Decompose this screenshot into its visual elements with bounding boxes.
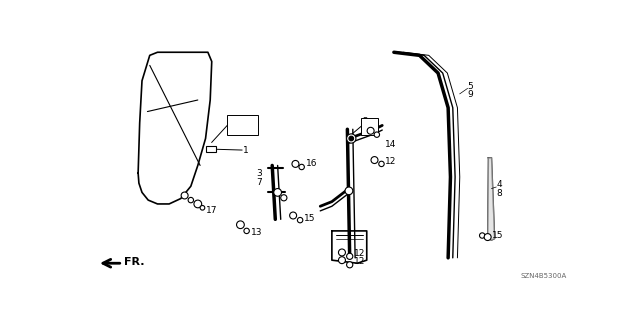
Text: 11: 11 [244, 125, 256, 134]
Circle shape [347, 253, 353, 260]
Circle shape [339, 257, 346, 264]
Text: 5: 5 [467, 82, 473, 91]
Circle shape [244, 228, 250, 234]
Circle shape [188, 197, 193, 203]
Text: 12: 12 [353, 257, 365, 266]
Circle shape [274, 188, 282, 196]
Text: 4: 4 [496, 180, 502, 189]
Circle shape [479, 233, 485, 238]
Circle shape [345, 187, 353, 195]
Circle shape [367, 127, 374, 134]
Text: 1: 1 [243, 146, 248, 155]
Circle shape [347, 134, 356, 143]
Circle shape [237, 221, 244, 228]
Text: 13: 13 [250, 228, 262, 237]
Text: 14: 14 [385, 140, 396, 149]
Circle shape [299, 164, 305, 170]
Text: 6: 6 [362, 125, 368, 134]
Text: 15: 15 [304, 214, 316, 223]
Text: 12: 12 [385, 157, 396, 166]
Circle shape [181, 192, 188, 199]
Text: 15: 15 [492, 231, 504, 240]
Text: 16: 16 [305, 159, 317, 168]
Circle shape [349, 136, 353, 141]
Text: 7: 7 [256, 178, 262, 187]
Circle shape [347, 262, 353, 268]
Polygon shape [488, 158, 495, 240]
FancyBboxPatch shape [362, 118, 378, 135]
Text: 12: 12 [353, 250, 365, 259]
Circle shape [290, 212, 296, 219]
Circle shape [374, 132, 380, 137]
Text: FR.: FR. [124, 257, 145, 267]
Circle shape [292, 160, 299, 167]
Circle shape [200, 205, 205, 210]
Circle shape [281, 195, 287, 201]
Polygon shape [205, 146, 216, 152]
Circle shape [298, 217, 303, 223]
Text: SZN4B5300A: SZN4B5300A [520, 273, 566, 279]
FancyBboxPatch shape [227, 116, 259, 135]
Circle shape [339, 249, 346, 256]
Text: 17: 17 [205, 206, 217, 215]
Text: 10: 10 [244, 117, 256, 126]
Text: 2: 2 [362, 117, 368, 126]
Text: 18: 18 [228, 117, 239, 126]
Text: 19: 19 [228, 125, 239, 134]
Circle shape [371, 156, 378, 164]
Circle shape [484, 234, 491, 241]
Text: 8: 8 [496, 189, 502, 198]
Circle shape [379, 161, 384, 167]
Circle shape [194, 200, 202, 208]
Text: 3: 3 [256, 169, 262, 178]
Text: 9: 9 [467, 90, 473, 99]
